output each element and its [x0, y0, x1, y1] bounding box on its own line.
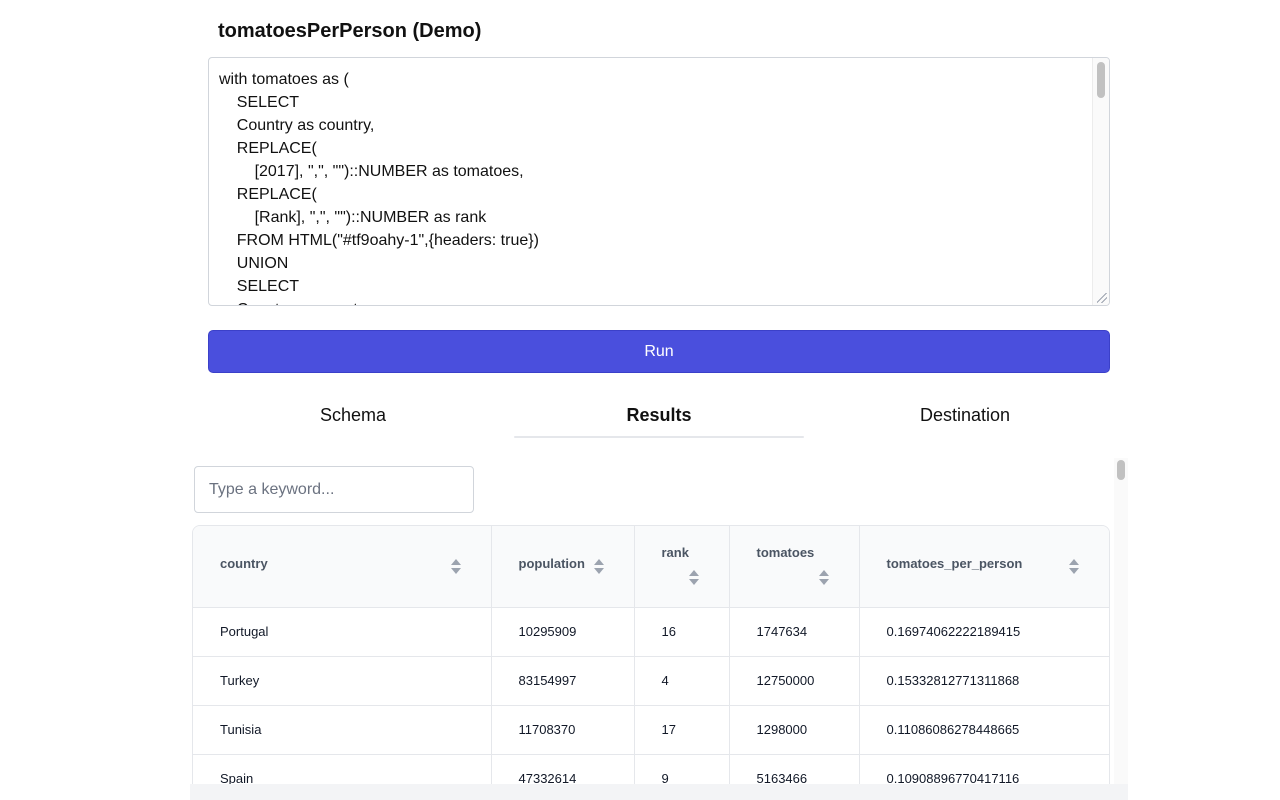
- sql-line: with tomatoes as (: [219, 71, 349, 88]
- cell-rank: 4: [634, 656, 730, 706]
- sort-icon[interactable]: [688, 570, 699, 586]
- results-table: country population rank tomatoes: [192, 525, 1110, 800]
- cell-population: 83154997: [491, 656, 635, 706]
- sql-line: [2017], ",", "")::NUMBER as tomatoes,: [219, 163, 524, 180]
- tab-results[interactable]: Results: [626, 405, 692, 425]
- sort-icon[interactable]: [1068, 559, 1079, 575]
- query-title: tomatoesPerPerson (Demo): [218, 20, 482, 42]
- sql-line: Country as country,: [219, 117, 375, 134]
- table-header-row: country population rank tomatoes: [193, 526, 1109, 608]
- search-input[interactable]: [194, 466, 474, 513]
- column-label: tomatoes_per_person: [886, 556, 1023, 571]
- cell-population: 10295909: [491, 607, 635, 657]
- cell-tomatoes-per-person: 0.11086086278448665: [859, 705, 1109, 755]
- cell-tomatoes: 1298000: [729, 705, 860, 755]
- sql-line: UNION: [219, 255, 289, 272]
- cell-country: Tunisia: [193, 705, 492, 755]
- cell-country: Turkey: [193, 656, 492, 706]
- results-scrollbar-thumb[interactable]: [1117, 460, 1125, 480]
- sql-line: Country as country,: [219, 298, 1089, 305]
- result-tabs: Schema Results Destination: [200, 394, 1118, 440]
- results-panel: country population rank tomatoes: [190, 458, 1128, 800]
- sort-icon[interactable]: [818, 570, 829, 586]
- sql-line: [Rank], ",", "")::NUMBER as rank: [219, 209, 487, 226]
- editor-scrollbar[interactable]: [1092, 58, 1109, 305]
- resize-grip-icon[interactable]: [1097, 293, 1107, 303]
- column-header-population[interactable]: population: [491, 526, 635, 608]
- active-tab-underline: [514, 436, 804, 438]
- column-label: country: [220, 556, 268, 571]
- column-header-tomatoes[interactable]: tomatoes: [729, 526, 860, 608]
- table-row[interactable]: Tunisia 11708370 17 1298000 0.1108608627…: [193, 705, 1109, 755]
- sql-line: REPLACE(: [219, 186, 317, 203]
- column-header-tomatoes-per-person[interactable]: tomatoes_per_person: [859, 526, 1109, 608]
- column-label: tomatoes: [756, 545, 815, 560]
- table-row[interactable]: Turkey 83154997 4 12750000 0.15332812771…: [193, 656, 1109, 706]
- run-button[interactable]: Run: [208, 330, 1110, 373]
- editor-scrollbar-thumb[interactable]: [1097, 62, 1105, 98]
- cell-tomatoes: 1747634: [729, 607, 860, 657]
- sql-line: REPLACE(: [219, 140, 317, 157]
- tab-schema[interactable]: Schema: [319, 405, 387, 425]
- column-header-country[interactable]: country: [193, 526, 492, 608]
- horizontal-scrollbar[interactable]: [190, 784, 1128, 800]
- sql-line: SELECT: [219, 278, 300, 295]
- cell-population: 11708370: [491, 705, 635, 755]
- sql-editor-text[interactable]: with tomatoes as ( SELECT Country as cou…: [219, 68, 1089, 305]
- cell-rank: 16: [634, 607, 730, 657]
- cell-rank: 17: [634, 705, 730, 755]
- cell-tomatoes-per-person: 0.15332812771311868: [859, 656, 1109, 706]
- cell-tomatoes-per-person: 0.16974062222189415: [859, 607, 1109, 657]
- table-row[interactable]: Portugal 10295909 16 1747634 0.169740622…: [193, 607, 1109, 657]
- sql-line: FROM HTML("#tf9oahy-1",{headers: true}): [219, 232, 539, 249]
- sort-icon[interactable]: [451, 559, 461, 575]
- cell-tomatoes: 12750000: [729, 656, 860, 706]
- column-header-rank[interactable]: rank: [634, 526, 730, 608]
- sort-icon[interactable]: [593, 559, 604, 575]
- sql-editor[interactable]: with tomatoes as ( SELECT Country as cou…: [208, 57, 1110, 306]
- cell-country: Portugal: [193, 607, 492, 657]
- column-label: population: [518, 556, 585, 571]
- tab-destination[interactable]: Destination: [919, 405, 1011, 425]
- column-label: rank: [661, 545, 689, 560]
- results-scrollbar[interactable]: [1114, 458, 1128, 800]
- sql-line: SELECT: [219, 94, 300, 111]
